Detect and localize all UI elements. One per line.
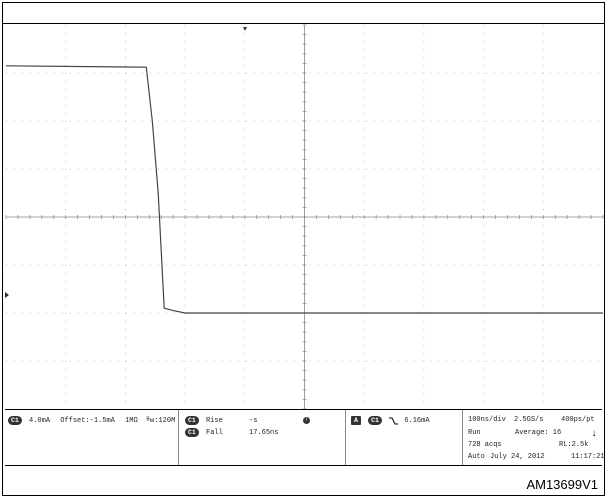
timebase: 100ns/div — [468, 416, 506, 424]
ch1-impedance: 1MΩ — [125, 416, 138, 425]
figure-id: AM13699V1 — [526, 477, 598, 492]
status-divider — [178, 410, 179, 465]
capture-date: July 24, 2012 — [490, 453, 545, 461]
waveform-trace — [5, 65, 603, 314]
meas1-value: -s — [249, 416, 258, 425]
acquisition-count: 728 acqs — [468, 441, 502, 449]
status-divider — [462, 410, 463, 465]
trigger-level: 6.16mA — [404, 416, 430, 425]
warning-icon: ! — [303, 417, 310, 424]
ch1-ground-marker — [5, 292, 9, 298]
meas2-value: 17.65ns — [249, 428, 279, 437]
auto-mode: Auto — [468, 453, 485, 461]
meas1-badge: C1 — [185, 416, 199, 425]
trigger-channel-badge: C1 — [368, 416, 382, 425]
graticule — [5, 24, 604, 410]
meas2-badge: C1 — [185, 428, 199, 437]
ch1-offset: Offset:-1.5mA — [60, 416, 115, 425]
capture-time: 11:17:21 — [571, 453, 605, 461]
ch1-scale: 4.0mA — [29, 416, 51, 425]
trigger-position-marker — [243, 27, 247, 31]
ch1-settings: C1 4.0mA Offset:-1.5mA 1MΩ ᴮw:120M — [8, 416, 175, 425]
scope-status-bar: C1 4.0mA Offset:-1.5mA 1MΩ ᴮw:120M C1 Ri… — [5, 409, 605, 466]
measurement-rise: C1 Rise -s — [185, 416, 257, 425]
status-divider — [345, 410, 346, 465]
arrow-down-icon: ↓ — [591, 429, 598, 440]
trigger-mode-badge: A — [351, 416, 361, 425]
record-length: RL:2.5k — [559, 441, 589, 449]
sample-rate: 2.5GS/s — [514, 416, 544, 424]
meas2-label: Fall — [206, 428, 223, 437]
meas1-label: Rise — [206, 416, 223, 425]
average-count: Average: 16 — [515, 429, 562, 437]
falling-edge-icon — [389, 417, 399, 424]
record-pt: 400ps/pt — [561, 416, 595, 424]
ch1-badge: C1 — [8, 416, 22, 425]
timebase-row: 100ns/div 2.5GS/s — [468, 416, 543, 425]
ch1-bandwidth: ᴮw:120M — [145, 416, 176, 425]
header-rule — [2, 23, 605, 24]
run-state: Run — [468, 429, 481, 437]
trigger-settings: A C1 6.16mA — [351, 416, 430, 425]
measurement-fall: C1 Fall 17.65ns — [185, 428, 278, 437]
